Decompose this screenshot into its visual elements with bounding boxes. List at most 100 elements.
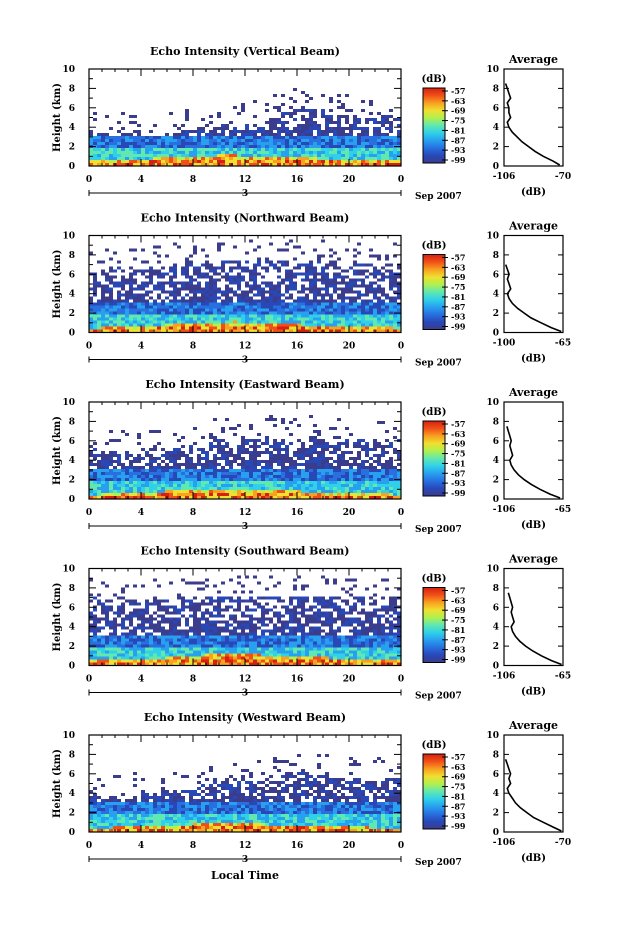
heatmap-cell: [213, 154, 217, 157]
heatmap-cell: [321, 439, 325, 442]
heatmap-cells: [89, 239, 401, 333]
heatmap-cell: [201, 478, 205, 481]
heatmap-cell: [237, 154, 241, 157]
heatmap-cell: [217, 472, 221, 475]
heatmap-cell: [257, 284, 261, 288]
heatmap-cell: [169, 620, 173, 624]
heatmap-cell: [317, 139, 321, 142]
heatmap-cell: [213, 317, 217, 321]
heatmap-cell: [301, 302, 305, 306]
heatmap-cell: [301, 487, 305, 490]
heatmap-cell: [277, 457, 281, 460]
heatmap-cell: [121, 281, 125, 285]
heatmap-cell: [337, 275, 341, 279]
heatmap-cell: [261, 326, 265, 330]
heatmap-cell: [105, 148, 109, 151]
heatmap-cell: [317, 145, 321, 148]
heatmap-cell: [125, 635, 129, 639]
heatmap-cell: [261, 266, 265, 270]
heatmap-cell: [393, 317, 397, 321]
heatmap-cell: [101, 602, 105, 606]
heatmap-cell: [241, 439, 245, 442]
heatmap-cell: [185, 620, 189, 624]
heatmap-cell: [273, 305, 277, 309]
heatmap-cell: [221, 124, 225, 127]
heatmap-cell: [137, 130, 141, 133]
heatmap-cell: [125, 656, 129, 660]
heatmap-cell: [89, 154, 93, 157]
heatmap-cell: [153, 644, 157, 648]
heatmap-cell: [249, 320, 253, 324]
heatmap-cell: [357, 136, 361, 139]
heatmap-cell: [369, 308, 373, 312]
heatmap-cell: [173, 124, 177, 127]
heatmap-cell: [357, 487, 361, 490]
heatmap-cell: [373, 490, 377, 493]
heatmap-cell: [285, 160, 289, 163]
heatmap-cell: [161, 145, 165, 148]
heatmap-cell: [277, 308, 281, 312]
heatmap-cell: [173, 487, 177, 490]
heatmap-cell: [137, 305, 141, 309]
heatmap-cell: [309, 269, 313, 273]
heatmap-cell: [161, 650, 165, 654]
heatmap-cell: [193, 427, 197, 430]
heatmap-cell: [389, 269, 393, 273]
heatmap-cell: [193, 650, 197, 654]
heatmap-cell: [153, 602, 157, 606]
heatmap-cell: [121, 626, 125, 630]
heatmap-cell: [161, 299, 165, 303]
heatmap-cell: [257, 245, 261, 249]
heatmap-cell: [141, 305, 145, 309]
heatmap-cell: [301, 323, 305, 327]
heatmap-cell: [217, 145, 221, 148]
heatmap-cell: [365, 136, 369, 139]
heatmap-cell: [293, 466, 297, 469]
heatmap-cell: [333, 160, 337, 163]
heatmap-cell: [133, 457, 137, 460]
colorbar-tick-label: -87: [451, 302, 465, 312]
heatmap-cell: [133, 475, 137, 478]
heatmap-cell: [385, 439, 389, 442]
heatmap-cell: [165, 308, 169, 312]
heatmap-cell: [201, 611, 205, 615]
heatmap-cell: [161, 275, 165, 279]
heatmap-cell: [237, 493, 241, 496]
heatmap-cell: [229, 659, 233, 663]
heatmap-cell: [221, 647, 225, 651]
heatmap-cell: [217, 490, 221, 493]
heatmap-cell: [177, 448, 181, 451]
heatmap-cell: [109, 599, 113, 603]
heatmap-cell: [305, 145, 309, 148]
heatmap-cell: [113, 647, 117, 651]
heatmap-cell: [325, 308, 329, 312]
heatmap-cell: [301, 299, 305, 303]
heatmap-cell: [261, 478, 265, 481]
heatmap-cell: [289, 481, 293, 484]
heatmap-cell: [365, 145, 369, 148]
heatmap-cell: [373, 269, 377, 273]
heatmap-cell: [117, 311, 121, 315]
heatmap-cell: [113, 281, 117, 285]
heatmap-cell: [185, 457, 189, 460]
heatmap-cell: [273, 296, 277, 300]
heatmap-cell: [237, 481, 241, 484]
heatmap-cell: [105, 442, 109, 445]
heatmap-cell: [377, 317, 381, 321]
heatmap-cell: [357, 466, 361, 469]
heatmap-cell: [165, 608, 169, 612]
heatmap-cell: [345, 121, 349, 124]
heatmap-cell: [213, 130, 217, 133]
heatmap-cell: [93, 623, 97, 627]
heatmap-cell: [173, 148, 177, 151]
heatmap-cell: [161, 454, 165, 457]
heatmap-cell: [205, 632, 209, 636]
heatmap-cell: [221, 329, 225, 333]
heatmap-cell: [177, 127, 181, 130]
heatmap-cell: [229, 260, 233, 264]
heatmap-cell: [277, 142, 281, 145]
heatmap-cell: [265, 260, 269, 264]
heatmap-cell: [217, 608, 221, 612]
heatmap-cell: [377, 493, 381, 496]
heatmap-cell: [197, 284, 201, 288]
